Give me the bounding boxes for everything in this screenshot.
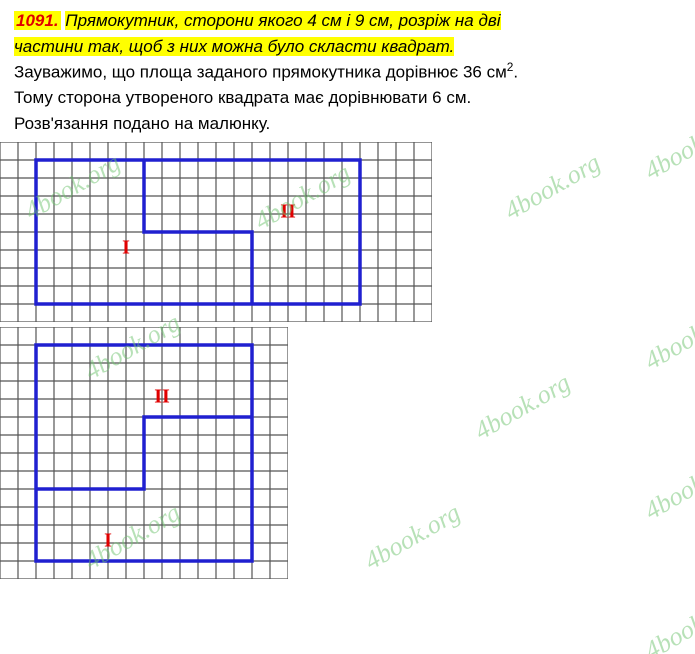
svg-text:II: II xyxy=(154,386,170,408)
figure-rectangle: III xyxy=(0,142,432,322)
svg-text:I: I xyxy=(122,237,130,259)
explanation-line3: Розв'язання подано на малюнку. xyxy=(14,111,681,137)
watermark-text: 4book.org xyxy=(640,298,695,377)
problem-text-1: Прямокутник, сторони якого 4 см і 9 см, … xyxy=(65,11,500,30)
watermark-text: 4book.org xyxy=(640,588,695,654)
explanation-text-1b: . xyxy=(513,63,518,82)
watermark-text: 4book.org xyxy=(500,148,606,227)
explanation-line1: Зауважимо, що площа заданого прямокутник… xyxy=(14,59,681,85)
watermark-text: 4book.org xyxy=(640,448,695,527)
explanation-line2: Тому сторона утвореного квадрата має дор… xyxy=(14,85,681,111)
problem-number: 1091. xyxy=(14,11,61,30)
problem-text-2: частини так, щоб з них можна було скласт… xyxy=(14,37,454,56)
svg-text:II: II xyxy=(280,201,296,223)
watermark-text: 4book.org xyxy=(470,368,576,447)
problem-line2: частини так, щоб з них можна було скласт… xyxy=(14,34,681,60)
figure-square: III xyxy=(0,327,288,579)
watermark-text: 4book.org xyxy=(360,498,466,577)
explanation-text-1a: Зауважимо, що площа заданого прямокутник… xyxy=(14,63,507,82)
svg-text:I: I xyxy=(104,530,112,552)
problem-block: 1091. Прямокутник, сторони якого 4 см і … xyxy=(0,0,695,142)
problem-line1: 1091. Прямокутник, сторони якого 4 см і … xyxy=(14,8,681,34)
diagrams-container: III III 4book.org4book.org4book.org4book… xyxy=(0,142,695,584)
